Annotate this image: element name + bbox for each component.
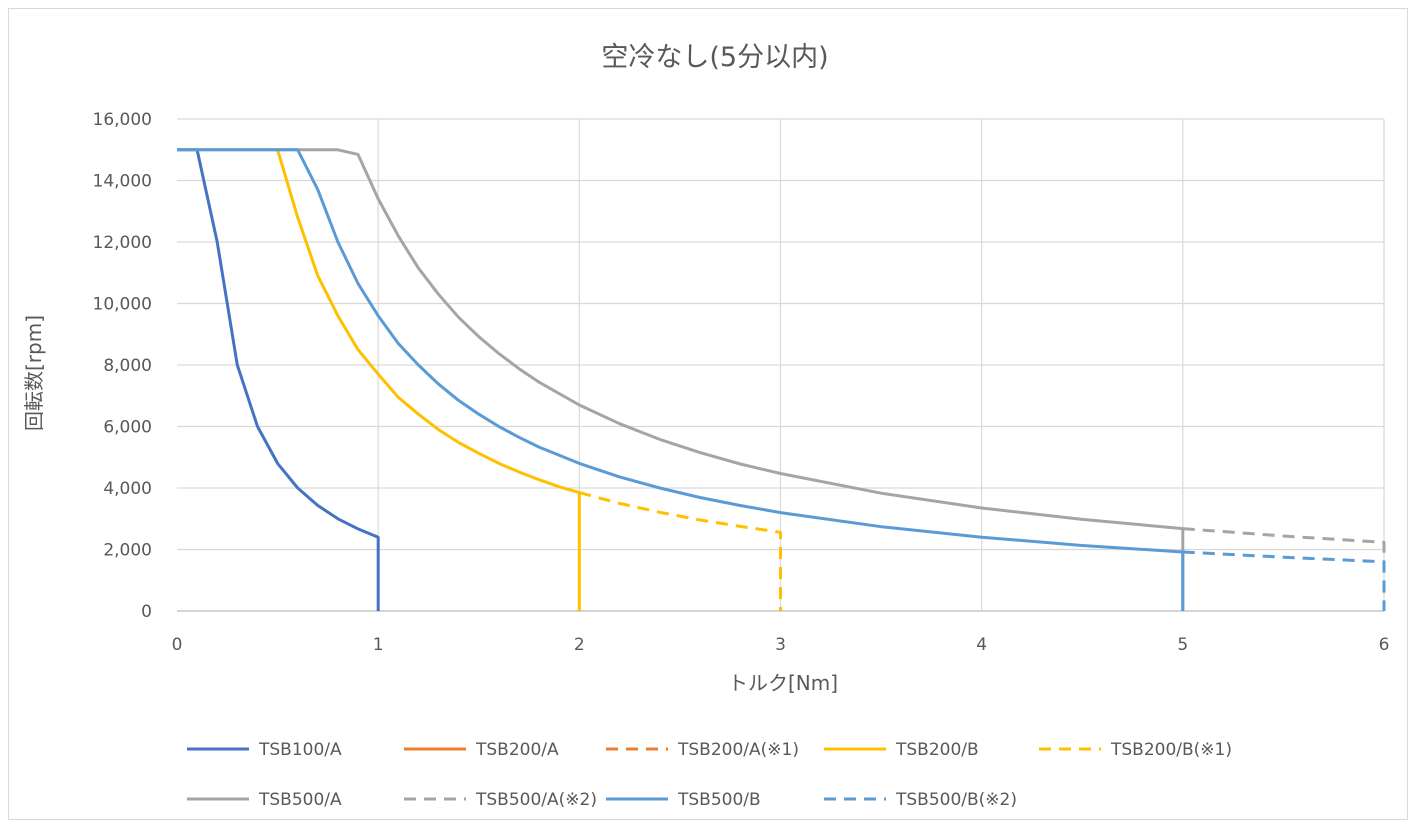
legend-label: TSB200/B(※1) (1110, 740, 1232, 760)
legend-label: TSB200/B (895, 740, 979, 760)
y-tick-label: 8,000 (103, 356, 152, 376)
y-tick-label: 0 (141, 602, 152, 622)
series-lines (177, 148, 1386, 611)
series-line (177, 148, 380, 611)
y-tick-label: 10,000 (93, 295, 152, 315)
series-line (276, 149, 581, 611)
series-line (578, 491, 782, 611)
legend-label: TSB200/A(※1) (677, 740, 799, 760)
legend-label: TSB500/A (258, 790, 342, 810)
y-tick-label: 16,000 (93, 110, 152, 130)
legend-label: TSB500/B(※2) (895, 790, 1017, 810)
x-axis-label: トルク[Nm] (728, 671, 838, 695)
x-tick-label: 1 (373, 635, 384, 655)
series-line (177, 148, 1185, 611)
x-tick-label: 5 (1177, 635, 1188, 655)
y-tick-label: 12,000 (93, 233, 152, 253)
series-line (1182, 527, 1386, 611)
chart-title: 空冷なし(5分以内) (601, 42, 828, 73)
legend-label: TSB100/A (258, 740, 342, 760)
x-tick-label: 2 (574, 635, 585, 655)
y-axis-tick-labels: 0 2,000 4,000 6,000 8,000 10,000 12,000 14,000 1… (93, 110, 152, 622)
legend-label: TSB500/A(※2) (475, 790, 597, 810)
x-tick-label: 4 (976, 635, 987, 655)
legend-label: TSB200/A (475, 740, 559, 760)
y-axis-label: 回転数[rpm] (22, 315, 46, 431)
legend-label: TSB500/B (677, 790, 761, 810)
y-tick-label: 2,000 (103, 541, 152, 561)
legend: TSB100/A TSB200/A TSB200/A(※1) TSB200/B TSB2… (187, 740, 1232, 810)
x-tick-label: 3 (775, 635, 786, 655)
line-chart: 空冷なし(5分以内) 02,0004,0006,0008,00010,00012… (22, 42, 1390, 810)
y-tick-label: 4,000 (103, 479, 152, 499)
x-tick-label: 6 (1379, 635, 1390, 655)
series-line (177, 148, 1185, 611)
x-axis-tick-labels: 0 1 2 3 4 5 6 (172, 635, 1390, 655)
chart-frame: 空冷なし(5分以内) 0 2,000 4,000 6,000 8,000 10,000 12… (8, 8, 1408, 820)
y-tick-label: 6,000 (103, 418, 152, 438)
x-tick-label: 0 (172, 635, 183, 655)
series-line (1182, 550, 1386, 611)
y-tick-label: 14,000 (93, 172, 152, 192)
